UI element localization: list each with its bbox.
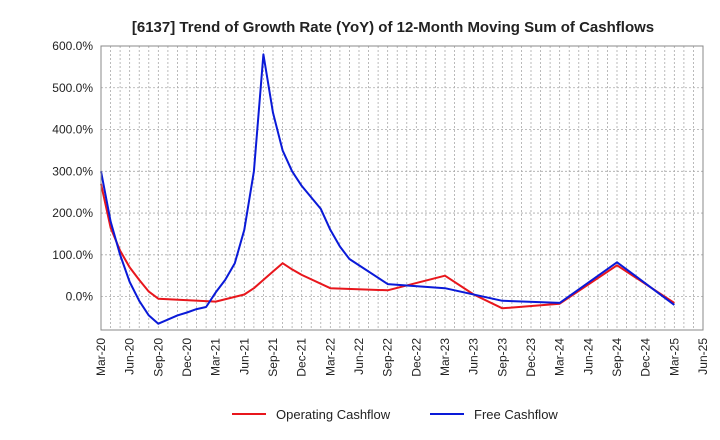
y-tick-label: 600.0%	[52, 39, 93, 53]
y-tick-label: 500.0%	[52, 81, 93, 95]
x-tick-label: Jun-22	[352, 338, 366, 375]
y-tick-label: 100.0%	[52, 248, 93, 262]
series-lines	[100, 53, 675, 325]
plot-frame	[100, 45, 704, 331]
x-tick-label: Dec-24	[639, 338, 653, 377]
x-tick-label: Mar-20	[94, 338, 108, 376]
x-tick-label: Sep-24	[610, 338, 624, 377]
legend: Operating Cashflow Free Cashflow	[232, 407, 558, 422]
x-tick-label: Dec-21	[295, 338, 309, 377]
legend-label: Operating Cashflow	[276, 407, 391, 422]
x-tick-label: Mar-23	[438, 338, 452, 376]
x-tick-label: Dec-23	[524, 338, 538, 377]
x-tick-label: Mar-25	[667, 338, 681, 376]
x-axis: Mar-20 Jun-20 Sep-20 Dec-20 Mar-21 Jun-21 Sep-…	[94, 338, 710, 377]
x-tick-label: Jun-21	[237, 338, 251, 375]
series-line-operating-cashflow	[100, 183, 675, 310]
y-tick-label: 200.0%	[52, 206, 93, 220]
y-tick-label: 300.0%	[52, 164, 93, 178]
x-tick-label: Mar-22	[323, 338, 337, 376]
chart-title: [6137] Trend of Growth Rate (YoY) of 12-…	[132, 19, 654, 36]
x-tick-label: Sep-23	[495, 338, 509, 377]
x-tick-label: Jun-24	[581, 338, 595, 375]
grid	[100, 45, 704, 330]
x-tick-label: Sep-20	[151, 338, 165, 377]
x-tick-label: Jun-25	[696, 338, 710, 375]
x-tick-label: Jun-20	[123, 338, 137, 375]
x-tick-label: Sep-21	[266, 338, 280, 377]
series-line-free-cashflow	[100, 53, 675, 325]
y-tick-label: 400.0%	[52, 123, 93, 137]
x-tick-label: Sep-22	[381, 338, 395, 377]
x-tick-label: Dec-20	[180, 338, 194, 377]
x-tick-label: Mar-21	[209, 338, 223, 376]
x-tick-label: Mar-24	[553, 338, 567, 376]
legend-label: Free Cashflow	[474, 407, 558, 422]
y-axis: 0.0% 100.0% 200.0% 300.0% 400.0% 500.0% 600.0%	[52, 39, 93, 304]
x-tick-label: Dec-22	[409, 338, 423, 377]
y-tick-label: 0.0%	[66, 290, 94, 304]
x-tick-label: Jun-23	[467, 338, 481, 375]
